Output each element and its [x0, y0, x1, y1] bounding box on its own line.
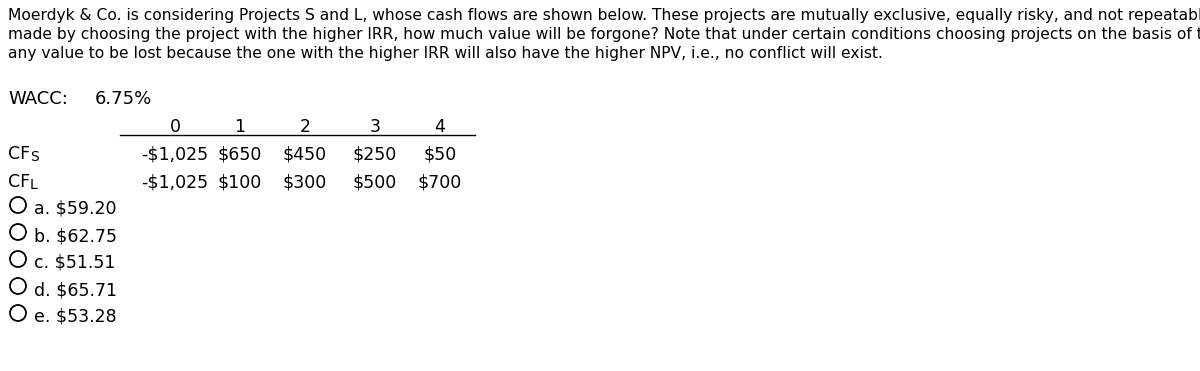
Text: -$1,025: -$1,025 — [142, 145, 209, 163]
Text: 0: 0 — [169, 118, 180, 136]
Text: CF: CF — [8, 173, 30, 191]
Text: $100: $100 — [218, 173, 262, 191]
Text: 6.75%: 6.75% — [95, 90, 152, 108]
Text: made by choosing the project with the higher IRR, how much value will be forgone: made by choosing the project with the hi… — [8, 27, 1200, 42]
Text: $250: $250 — [353, 145, 397, 163]
Text: 4: 4 — [434, 118, 445, 136]
Text: d. $65.71: d. $65.71 — [34, 281, 118, 299]
Text: 2: 2 — [300, 118, 311, 136]
Text: c. $51.51: c. $51.51 — [34, 254, 115, 272]
Text: a. $59.20: a. $59.20 — [34, 200, 116, 218]
Text: $650: $650 — [218, 145, 262, 163]
Text: $500: $500 — [353, 173, 397, 191]
Text: $700: $700 — [418, 173, 462, 191]
Text: L: L — [30, 178, 37, 192]
Text: $50: $50 — [424, 145, 457, 163]
Text: e. $53.28: e. $53.28 — [34, 308, 116, 326]
Text: S: S — [30, 150, 38, 164]
Text: 3: 3 — [370, 118, 380, 136]
Text: any value to be lost because the one with the higher IRR will also have the high: any value to be lost because the one wit… — [8, 46, 883, 61]
Text: $300: $300 — [283, 173, 328, 191]
Text: 1: 1 — [234, 118, 246, 136]
Text: b. $62.75: b. $62.75 — [34, 227, 118, 245]
Text: $450: $450 — [283, 145, 328, 163]
Text: Moerdyk & Co. is considering Projects S and L, whose cash flows are shown below.: Moerdyk & Co. is considering Projects S … — [8, 8, 1200, 23]
Text: WACC:: WACC: — [8, 90, 68, 108]
Text: CF: CF — [8, 145, 30, 163]
Text: -$1,025: -$1,025 — [142, 173, 209, 191]
